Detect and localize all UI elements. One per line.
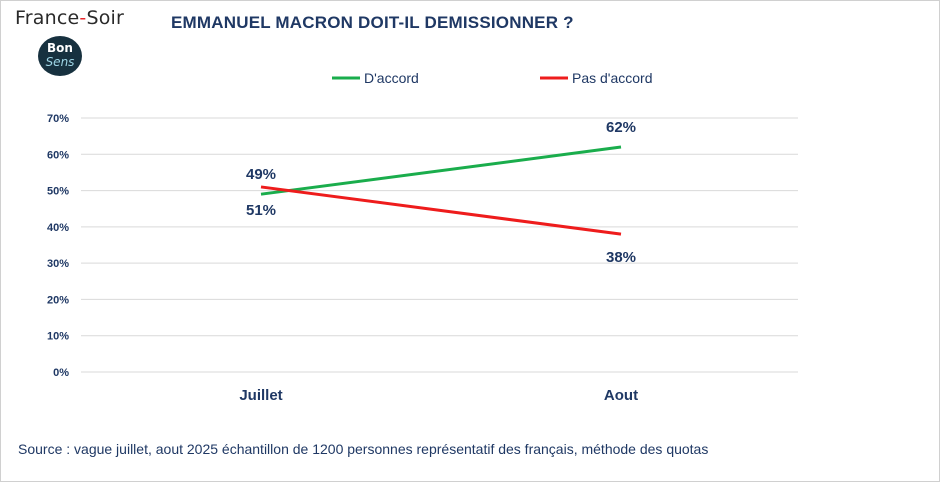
france-soir-logo: France-Soir <box>15 7 125 29</box>
x-tick-label: Juillet <box>239 387 282 404</box>
data-label: 38% <box>606 249 636 266</box>
data-label: 62% <box>606 119 636 136</box>
y-tick-label: 20% <box>47 294 69 306</box>
legend-label: Pas d'accord <box>572 70 653 86</box>
data-label: 49% <box>246 166 276 183</box>
series-line <box>260 185 622 236</box>
bon-sens-logo: Bon Sens <box>38 36 82 76</box>
y-tick-label: 40% <box>47 222 69 234</box>
x-tick-label: Aout <box>604 387 638 404</box>
data-label: 51% <box>246 202 276 219</box>
y-tick-label: 10% <box>47 331 69 343</box>
y-tick-label: 0% <box>53 367 69 379</box>
chart-title: EMMANUEL MACRON DOIT-IL DEMISSIONNER ? <box>171 13 574 32</box>
legend-label: D'accord <box>364 70 419 86</box>
line-chart: 0% 10% 20% 30% 40% 50% 60% 70% Juillet Aout D'acco… <box>47 70 798 404</box>
y-tick-label: 50% <box>47 186 69 198</box>
source-note: Source : vague juillet, aout 2025 échant… <box>18 441 709 457</box>
y-tick-label: 30% <box>47 258 69 270</box>
y-tick-label: 70% <box>47 113 69 125</box>
y-tick-label: 60% <box>47 149 69 161</box>
series-line <box>260 145 622 196</box>
